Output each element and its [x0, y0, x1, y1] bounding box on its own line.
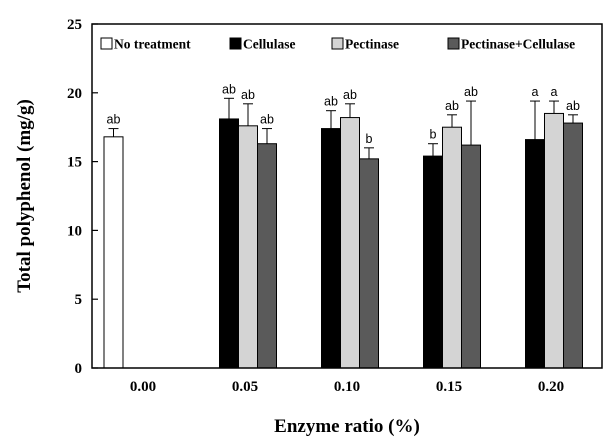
legend-label: Cellulase: [243, 37, 296, 52]
bar-no-treatment-0.00: [103, 136, 124, 369]
y-tick-label: 10: [67, 223, 82, 239]
bar-cellulase-0.05: [219, 118, 239, 369]
plot-area-frame: [91, 23, 603, 369]
legend-label: Pectinase: [345, 37, 399, 52]
bar-pectinase-cellulase-0.20: [563, 122, 583, 369]
bar-pectinase-0.15: [442, 126, 462, 369]
significance-label: a: [532, 85, 539, 99]
significance-label: ab: [324, 95, 338, 109]
legend-swatch: [331, 37, 344, 50]
significance-label: b: [430, 128, 437, 142]
significance-label: ab: [241, 88, 255, 102]
y-axis-title: Total polyphenol (mg/g): [14, 99, 35, 293]
legend-swatch: [447, 37, 460, 50]
x-tick-label: 0.10: [334, 379, 360, 395]
bar-cellulase-0.10: [321, 128, 341, 369]
significance-label: ab: [260, 113, 274, 127]
x-tick-label: 0.05: [232, 379, 258, 395]
bar-cellulase-0.15: [423, 155, 443, 369]
legend: No treatment Cellulase Pectinase Pectinase+…: [100, 37, 575, 52]
legend-label: Pectinase+Cellulase: [461, 37, 575, 52]
bar-pectinase-0.20: [544, 112, 564, 369]
x-axis-title: Enzyme ratio (%): [274, 416, 420, 437]
legend-swatch: [229, 37, 242, 50]
y-tick-label: 0: [75, 361, 83, 377]
significance-label: ab: [222, 82, 236, 96]
legend-label: No treatment: [114, 37, 191, 52]
significance-label: ab: [464, 85, 478, 99]
bar-pectinase-0.10: [340, 117, 360, 369]
bar-pectinase-0.05: [238, 125, 258, 369]
x-tick-label: 0.15: [436, 379, 462, 395]
significance-label: ab: [445, 99, 459, 113]
x-tick-label: 0.20: [538, 379, 564, 395]
bar-cellulase-0.20: [525, 139, 545, 369]
significance-label: b: [366, 132, 373, 146]
significance-label: a: [551, 85, 558, 99]
bar-pectinase-cellulase-0.10: [359, 158, 379, 369]
x-tick-label: 0.00: [130, 379, 156, 395]
significance-label: ab: [343, 88, 357, 102]
y-tick-label: 25: [67, 17, 82, 33]
y-tick-label: 15: [67, 155, 82, 171]
significance-label: ab: [107, 113, 121, 127]
bar-pectinase-cellulase-0.15: [461, 144, 481, 369]
y-tick-label: 20: [67, 86, 82, 102]
bar-pectinase-cellulase-0.05: [257, 143, 277, 369]
legend-swatch: [100, 37, 113, 50]
significance-label: ab: [566, 99, 580, 113]
y-tick-label: 5: [75, 292, 83, 308]
